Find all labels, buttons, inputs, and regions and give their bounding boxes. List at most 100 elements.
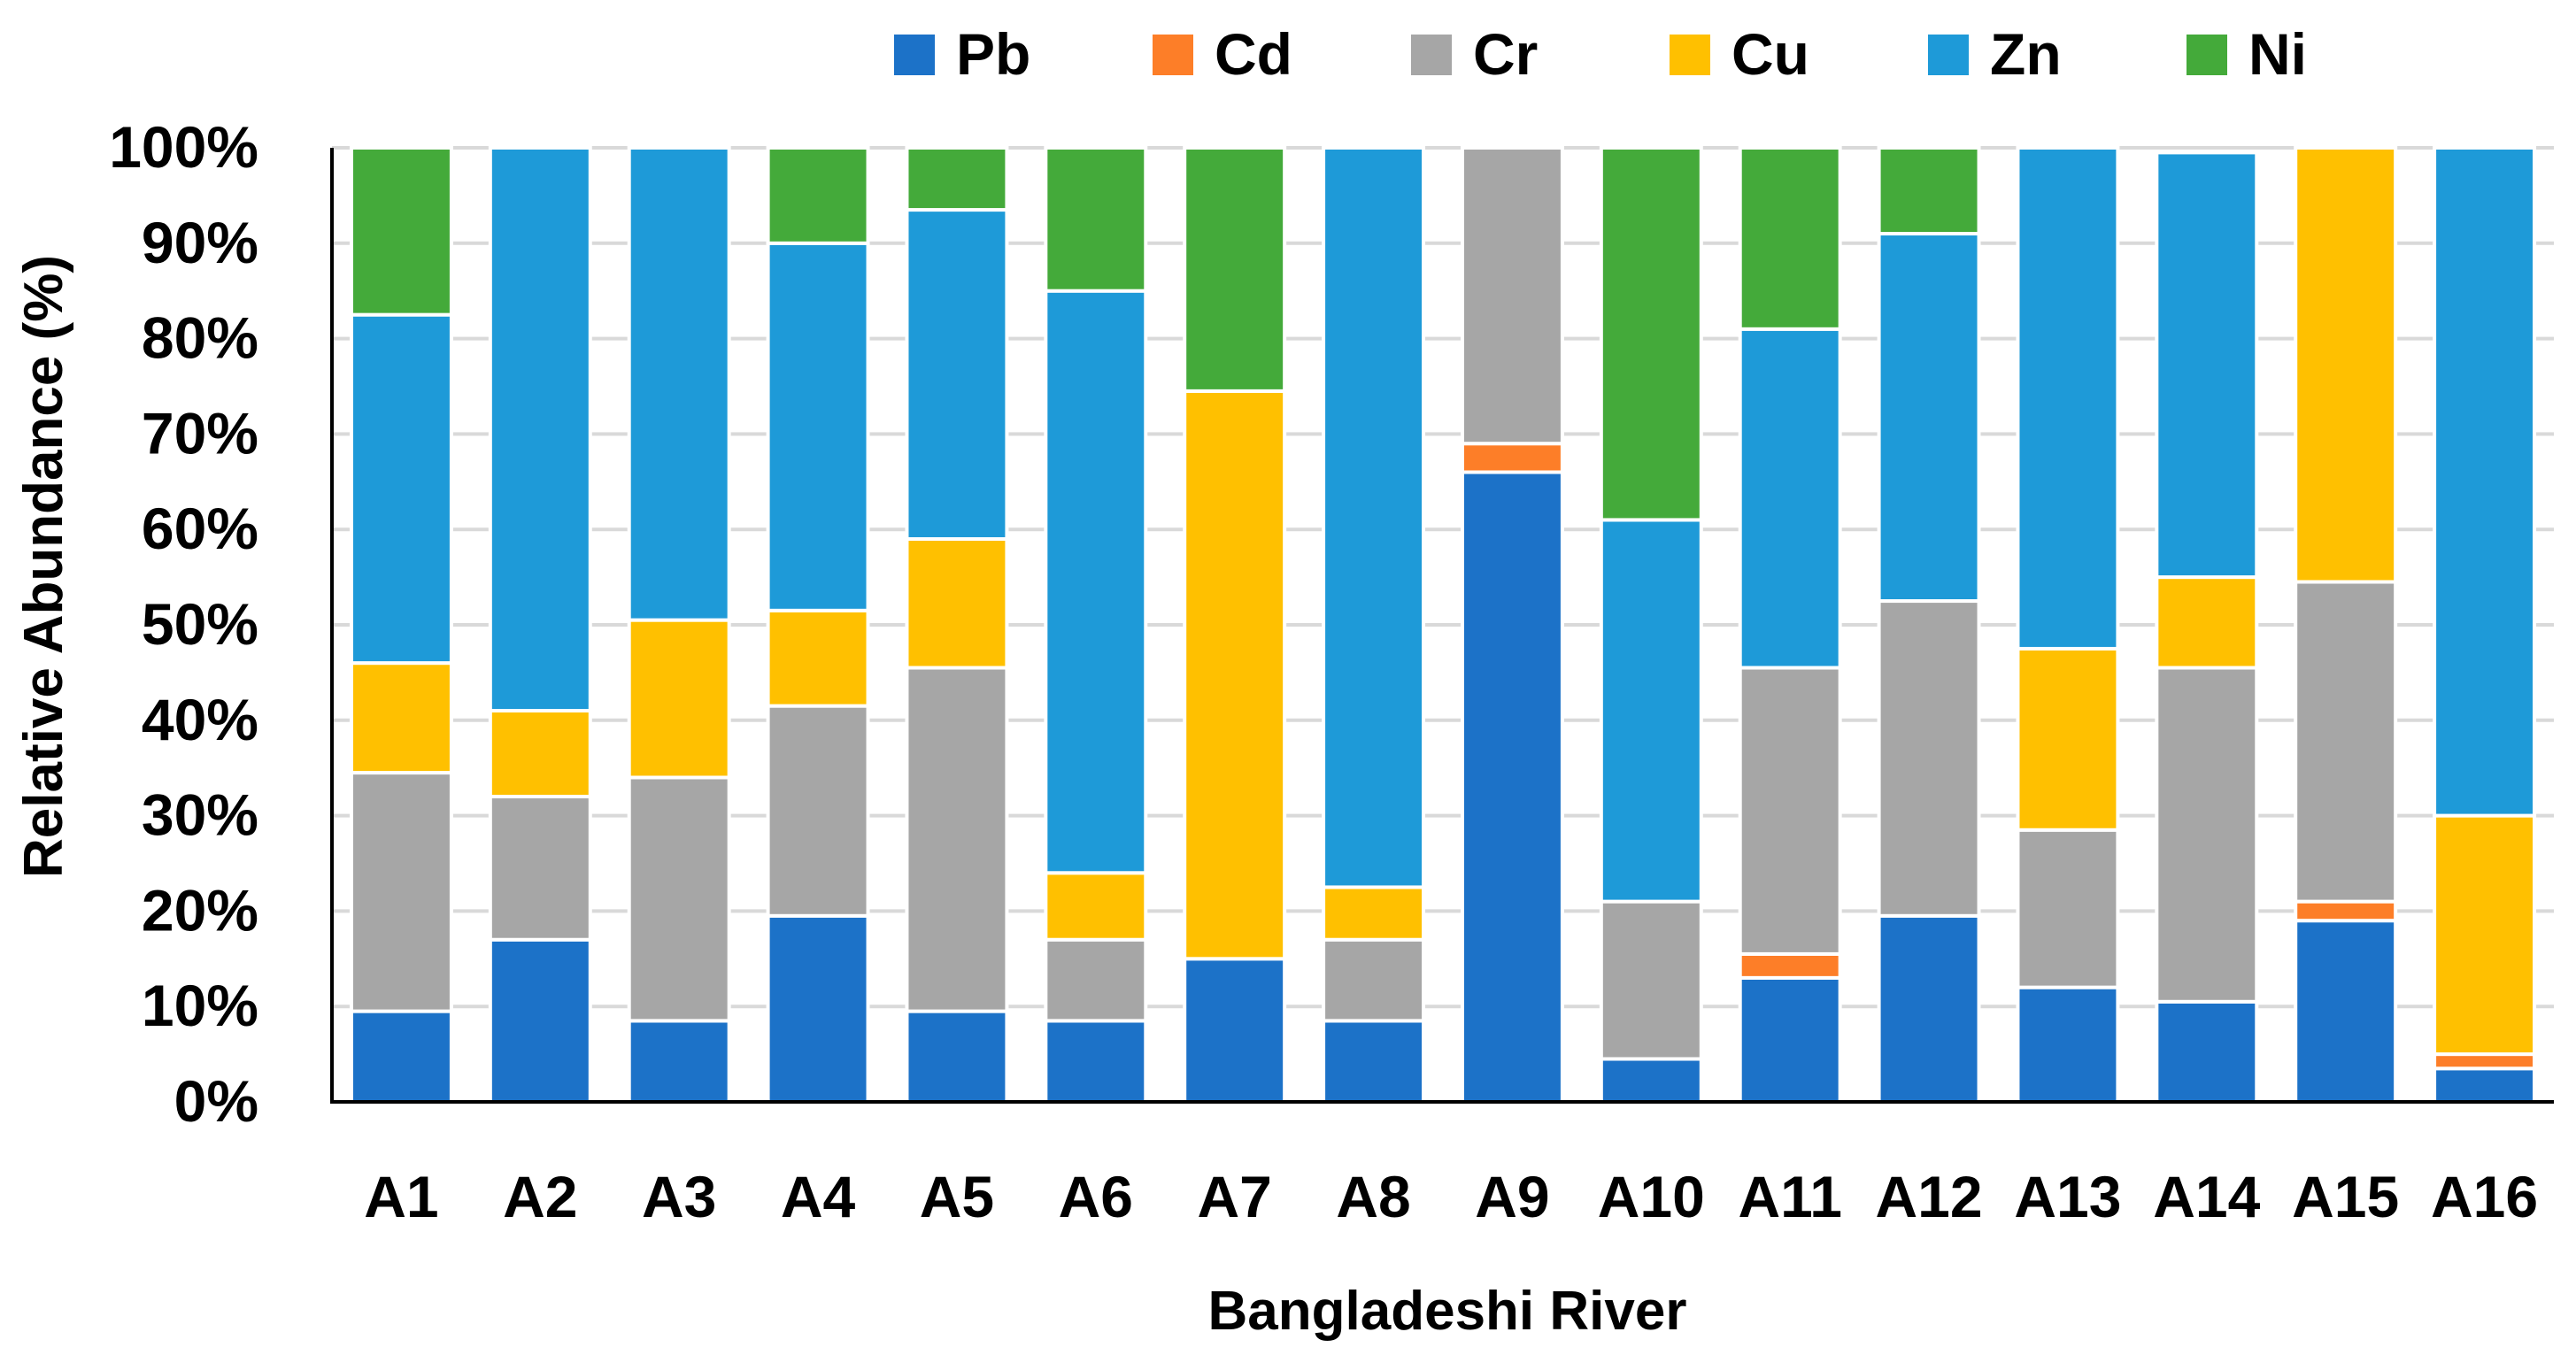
y-tick-label: 70% [142, 400, 258, 466]
bar-segment-Cu-A4 [766, 608, 870, 708]
x-tick-label: A15 [2292, 1164, 2399, 1229]
bar-segment-Zn-A3 [627, 146, 731, 622]
bar-segment-Zn-A14 [2155, 150, 2259, 580]
bar-segment-Pb-A4 [766, 913, 870, 1105]
bar-stack-A3 [627, 146, 731, 1104]
bars [349, 146, 2537, 1105]
bar-segment-Cr-A12 [1877, 599, 1981, 918]
bar-segment-Cd-A11 [1738, 951, 1842, 980]
bar-segment-Pb-A7 [1183, 957, 1287, 1105]
x-tick-label: A8 [1336, 1164, 1410, 1229]
legend-label: Ni [2248, 21, 2307, 87]
x-tick-label: A2 [503, 1164, 577, 1229]
y-tick-label: 50% [142, 591, 258, 657]
x-tick-label: A14 [2153, 1164, 2260, 1229]
y-tick-label: 40% [142, 687, 258, 752]
bar-segment-Pb-A11 [1738, 975, 1842, 1104]
x-tick-label: A7 [1198, 1164, 1272, 1229]
bar-segment-Cr-A6 [1044, 937, 1148, 1023]
legend-swatch [894, 35, 935, 75]
y-tick-label: 80% [142, 305, 258, 371]
legend-swatch [2187, 35, 2227, 75]
bar-segment-Ni-A7 [1183, 146, 1287, 393]
legend-label: Cr [1473, 21, 1538, 87]
x-tick-label: A10 [1598, 1164, 1705, 1229]
bar-segment-Cr-A5 [905, 666, 1009, 1013]
bar-segment-Pb-A5 [905, 1009, 1009, 1104]
bar-segment-Cu-A1 [349, 661, 453, 775]
bar-segment-Pb-A15 [2294, 919, 2398, 1105]
bar-segment-Cu-A15 [2294, 146, 2398, 584]
bar-segment-Zn-A1 [349, 312, 453, 666]
legend-item-Pb: Pb [894, 21, 1030, 87]
bar-stack-A12 [1877, 146, 1981, 1105]
bar-segment-Cr-A14 [2155, 666, 2259, 1004]
bar-segment-Cu-A13 [2016, 646, 2120, 832]
legend-label: Pb [956, 21, 1030, 87]
bar-segment-Zn-A11 [1738, 327, 1842, 670]
bar-segment-Zn-A5 [905, 208, 1009, 541]
bar-segment-Cu-A6 [1044, 871, 1148, 942]
bar-stack-A2 [488, 146, 592, 1104]
bar-segment-Ni-A4 [766, 146, 870, 245]
bar-segment-Cr-A15 [2294, 580, 2398, 904]
bar-stack-A13 [2016, 146, 2120, 1105]
y-tick-label: 90% [142, 210, 258, 275]
bar-stack-A15 [2294, 146, 2398, 1105]
bar-stack-A11 [1738, 146, 1842, 1104]
y-tick-label: 100% [109, 114, 258, 180]
bar-segment-Cu-A16 [2433, 813, 2537, 1057]
bar-stack-A1 [349, 146, 453, 1104]
bar-stack-A16 [2433, 146, 2537, 1105]
bar-segment-Pb-A16 [2433, 1066, 2537, 1105]
y-axis-label: Relative Abundance (%) [13, 255, 74, 878]
bar-segment-Ni-A5 [905, 146, 1009, 212]
bar-segment-Zn-A6 [1044, 289, 1148, 875]
bar-segment-Pb-A12 [1877, 913, 1981, 1105]
bar-segment-Ni-A6 [1044, 146, 1148, 293]
legend-label: Cd [1215, 21, 1292, 87]
legend-item-Cd: Cd [1153, 21, 1292, 87]
bar-segment-Cr-A8 [1322, 937, 1426, 1023]
legend-swatch [1411, 35, 1452, 75]
bar-segment-Cd-A16 [2433, 1052, 2537, 1071]
bar-stack-A4 [766, 146, 870, 1105]
bar-segment-Cr-A10 [1599, 899, 1703, 1061]
x-axis-label: Bangladeshi River [1208, 1281, 1687, 1342]
bar-segment-Ni-A11 [1738, 146, 1842, 331]
bar-segment-Cd-A9 [1460, 442, 1564, 474]
bar-segment-Pb-A3 [627, 1019, 731, 1104]
bar-stack-A14 [2155, 150, 2259, 1105]
bar-segment-Zn-A8 [1322, 146, 1426, 889]
bar-segment-Cr-A4 [766, 704, 870, 918]
y-tick-label: 30% [142, 782, 258, 848]
bar-segment-Cu-A2 [488, 709, 592, 799]
bar-stack-A5 [905, 146, 1009, 1104]
legend-swatch [1928, 35, 1969, 75]
x-tick-label: A5 [920, 1164, 994, 1229]
bar-segment-Pb-A10 [1599, 1057, 1703, 1104]
x-tick-label: A9 [1475, 1164, 1549, 1229]
legend-swatch [1670, 35, 1710, 75]
legend-item-Cr: Cr [1411, 21, 1538, 87]
bar-segment-Pb-A8 [1322, 1019, 1426, 1104]
bar-segment-Pb-A1 [349, 1009, 453, 1104]
y-tick-label: 20% [142, 877, 258, 943]
legend: Pb Cd Cr Cu Zn Ni [894, 21, 2307, 87]
bar-segment-Ni-A12 [1877, 146, 1981, 236]
bar-segment-Zn-A13 [2016, 146, 2120, 651]
x-tick-label: A16 [2431, 1164, 2538, 1229]
bar-stack-A6 [1044, 146, 1148, 1104]
x-tick-label: A3 [642, 1164, 716, 1229]
bar-segment-Zn-A12 [1877, 232, 1981, 604]
legend-label: Cu [1731, 21, 1809, 87]
bar-segment-Pb-A13 [2016, 985, 2120, 1105]
bar-segment-Cr-A11 [1738, 666, 1842, 956]
bar-segment-Pb-A2 [488, 937, 592, 1104]
x-tick-label: A13 [2014, 1164, 2121, 1229]
x-tick-label: A1 [364, 1164, 438, 1229]
legend-item-Ni: Ni [2187, 21, 2307, 87]
legend-item-Cu: Cu [1670, 21, 1809, 87]
axes [330, 148, 2554, 1104]
